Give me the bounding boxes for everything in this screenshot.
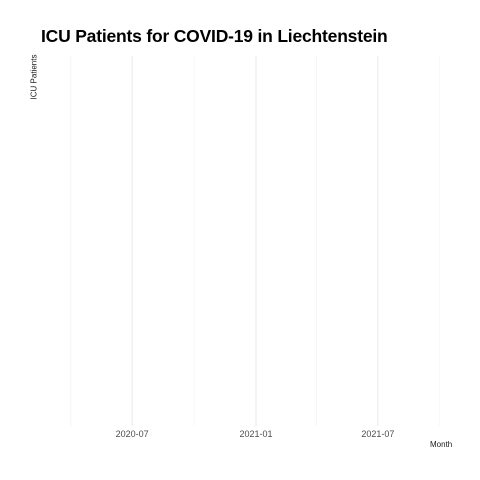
- x-tick-label-0: 2020-07: [116, 429, 149, 439]
- x-axis-label: Month: [430, 440, 453, 449]
- x-tick-label-1: 2021-01: [239, 429, 272, 439]
- x-tick-label-2: 2021-07: [361, 429, 394, 439]
- chart-title: ICU Patients for COVID-19 in Liechtenste…: [41, 26, 388, 46]
